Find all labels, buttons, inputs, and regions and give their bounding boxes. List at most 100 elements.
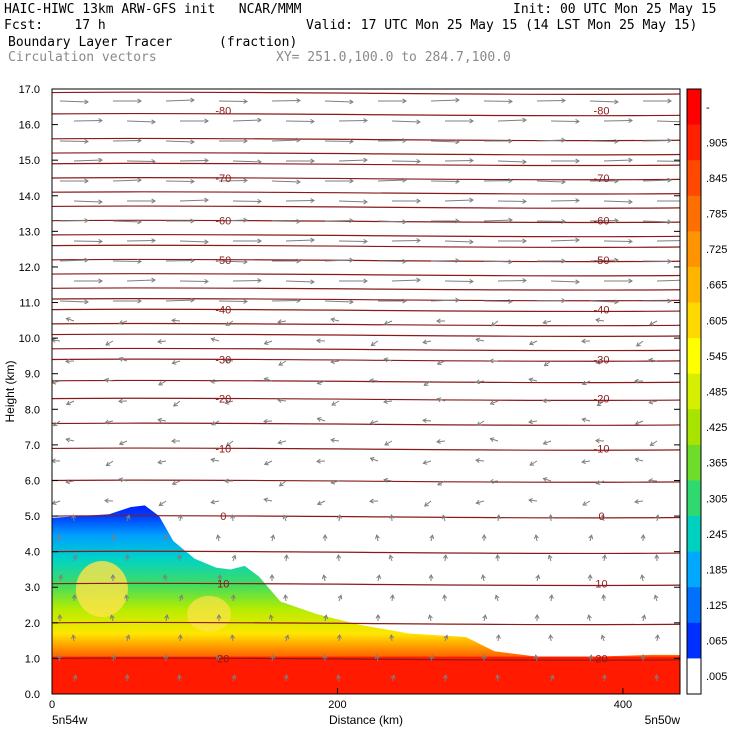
vector-arrowhead <box>649 321 654 326</box>
circulation-vector <box>119 320 128 324</box>
vector-arrowhead <box>231 674 237 680</box>
vector-arrowhead <box>442 674 448 679</box>
vector-arrowhead <box>561 218 566 224</box>
circulation-vector <box>596 360 605 364</box>
circulation-vector <box>603 674 606 682</box>
vector-arrowhead <box>455 218 460 224</box>
title-left: HAIC-HIWC 13km ARW-GFS init NCAR/MMM <box>4 2 302 17</box>
vector-arrowhead <box>634 420 640 426</box>
vector-arrowhead <box>137 98 142 104</box>
vector-arrowhead <box>586 614 592 620</box>
forecast-hour: Fcst: 17 h <box>4 18 106 33</box>
isotherm-line <box>52 515 680 519</box>
circulation-vector <box>73 200 103 203</box>
vector-arrowhead <box>654 674 660 679</box>
y-tick-label: 16.0 <box>19 120 40 132</box>
circulation-vector <box>656 634 659 642</box>
circulation-vector <box>476 338 485 342</box>
circulation-vector <box>384 479 393 482</box>
circulation-vector <box>656 515 659 522</box>
vector-arrowhead <box>575 198 580 204</box>
vector-arrowhead <box>641 614 647 620</box>
vector-arrowhead <box>561 98 566 104</box>
circulation-vector <box>423 460 432 464</box>
valid-time: Valid: 17 UTC Mon 25 May 15 (14 LST Mon … <box>306 18 698 33</box>
circulation-vector <box>232 160 262 163</box>
vector-arrowhead <box>84 178 89 184</box>
vector-arrowhead <box>211 420 216 426</box>
vector-arrowhead <box>98 157 103 163</box>
isotherm-label: -70 <box>594 173 610 185</box>
vector-arrowhead <box>416 119 421 125</box>
vector-arrowhead <box>124 594 130 599</box>
y-tick-label: 10.0 <box>19 333 40 345</box>
vector-arrowhead <box>217 574 223 580</box>
circulation-vector <box>371 340 379 346</box>
colorbar-swatch <box>687 302 701 339</box>
circulation-vector <box>582 380 591 385</box>
vector-arrowhead <box>118 477 124 483</box>
circulation-vector <box>216 655 220 662</box>
vector-arrowhead <box>104 377 109 383</box>
vector-arrowhead <box>110 574 116 579</box>
vector-arrowhead <box>416 198 421 204</box>
vector-arrowhead <box>480 574 486 580</box>
vector-arrowhead <box>137 298 142 304</box>
circulation-vector <box>549 634 552 642</box>
vector-arrowhead <box>270 534 276 540</box>
circulation-vector <box>210 380 220 383</box>
vector-arrowhead <box>104 498 109 504</box>
circulation-vector <box>179 514 182 522</box>
vector-arrowhead <box>469 197 474 203</box>
circulation-vector <box>370 420 379 424</box>
vector-arrowhead <box>596 401 602 407</box>
vector-arrowhead <box>494 594 500 600</box>
vector-arrowhead <box>455 297 460 303</box>
vector-arrowhead <box>534 614 540 619</box>
vector-arrowhead <box>649 441 655 447</box>
vector-arrowhead <box>171 318 176 324</box>
circulation-vector <box>589 259 619 262</box>
isotherm-label: 20 <box>217 653 229 665</box>
vector-arrowhead <box>422 460 428 465</box>
vector-arrowhead <box>601 674 607 679</box>
circulation-vector <box>112 220 142 223</box>
colorbar-swatch <box>687 551 701 588</box>
vector-arrowhead <box>581 417 587 423</box>
circulation-vector <box>601 515 605 522</box>
colorbar-swatch <box>687 409 701 446</box>
vector-arrowhead <box>561 258 566 264</box>
vector-arrowhead <box>363 118 368 124</box>
circulation-vector <box>536 575 540 582</box>
vector-arrowhead <box>118 440 124 446</box>
isotherm-label: -20 <box>215 394 231 406</box>
vector-arrowhead <box>427 614 433 620</box>
vector-arrowhead <box>469 158 474 164</box>
vector-arrowhead <box>667 258 672 264</box>
isotherm-label: -20 <box>594 394 610 406</box>
vector-arrowhead <box>98 278 103 284</box>
circulation-vector <box>218 260 248 263</box>
circulation-vector <box>73 675 77 682</box>
colorbar-label: .545 <box>706 351 727 363</box>
circulation-vector <box>72 634 75 642</box>
vector-arrowhead <box>278 481 284 487</box>
vector-arrowhead <box>482 614 488 620</box>
isotherm-label: -80 <box>594 105 610 117</box>
vector-arrowhead <box>667 177 672 183</box>
circulation-vector <box>429 615 432 622</box>
circulation-vector <box>73 555 77 562</box>
vector-arrowhead <box>137 177 142 183</box>
circulation-vector <box>225 400 234 404</box>
isotherm-line <box>52 397 680 402</box>
vector-arrowhead <box>151 277 156 283</box>
circulation-vector <box>437 360 446 365</box>
plot-frame <box>51 88 681 695</box>
vector-arrowhead <box>157 459 163 465</box>
vector-arrowhead <box>614 299 619 305</box>
vector-arrowhead <box>310 158 315 164</box>
vector-arrowhead <box>124 674 130 679</box>
circulation-vector <box>337 554 340 562</box>
vector-arrowhead <box>231 554 237 560</box>
vector-arrowhead <box>614 99 619 105</box>
